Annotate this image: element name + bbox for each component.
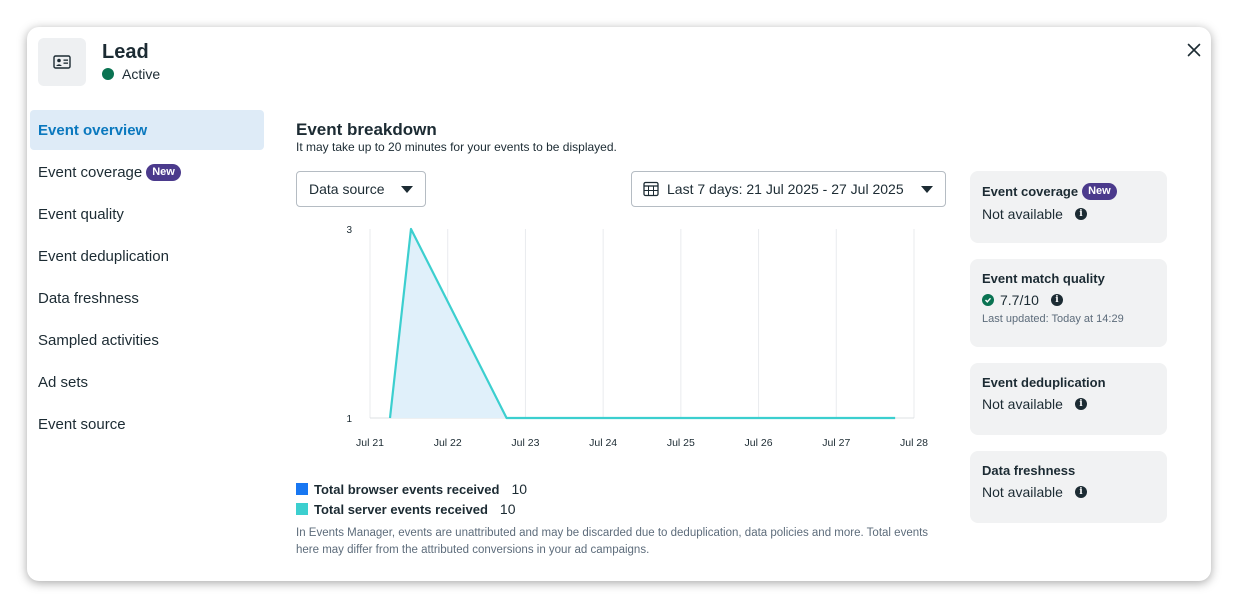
info-icon[interactable]: i [1074,208,1087,220]
legend-label: Total server events received [314,501,488,517]
event-match-quality-card: Event match quality 7.7/10 i Last update… [970,259,1167,347]
event-deduplication-card: Event deduplication Not available i [970,363,1167,435]
x-tick-label: Jul 21 [356,437,384,449]
sidebar-item-label: Event overview [38,121,148,139]
chart-legend: Total browser events received 10 Total s… [296,479,527,519]
sidebar-item-label: Data freshness [38,289,139,307]
sidebar-item-event-source[interactable]: Event source [30,404,264,444]
sidebar-item-event-quality[interactable]: Event quality [30,194,264,234]
info-icon[interactable]: i [1074,398,1087,410]
x-tick-label: Jul 23 [511,437,539,449]
sidebar-item-label: Sampled activities [38,331,159,349]
section-title: Event breakdown [296,120,437,139]
sidebar-item-sampled-activities[interactable]: Sampled activities [30,320,264,360]
sidebar-item-label: Ad sets [38,373,89,391]
status-dot-icon [102,68,114,80]
event-coverage-card: Event coverage New Not available i [970,171,1167,243]
sidebar-item-label: Event quality [38,205,124,223]
y-tick-label: 1 [346,414,352,425]
info-icon[interactable]: i [1074,486,1087,498]
sidebar-item-label: Event source [38,415,126,433]
legend-label: Total browser events received [314,481,500,497]
id-card-icon [38,38,86,86]
series-line [388,227,896,420]
card-value-text: Not available [982,396,1063,412]
sidebar-nav: Event overview Event coverage New Event … [30,110,264,446]
data-freshness-card: Data freshness Not available i [970,451,1167,523]
sidebar-item-ad-sets[interactable]: Ad sets [30,362,264,402]
data-source-dropdown[interactable]: Data source [296,171,426,207]
section-subtitle: It may take up to 20 minutes for your ev… [296,140,617,154]
new-badge: New [1082,183,1117,200]
legend-item: Total server events received 10 [296,499,527,519]
sidebar-item-event-deduplication[interactable]: Event deduplication [30,236,264,276]
card-value-text: Not available [982,484,1063,500]
card-value: Not available i [982,484,1155,500]
card-value: Not available i [982,396,1155,412]
legend-value: 10 [499,501,516,517]
x-tick-label: Jul 26 [745,437,773,449]
status-label: Active [122,66,161,82]
sidebar-item-event-overview[interactable]: Event overview [30,110,264,150]
event-details-dialog: Lead Active Event overview Event coverag… [27,27,1211,581]
x-tick-label: Jul 25 [667,437,695,449]
card-value: Not available i [982,206,1155,222]
card-title: Data freshness [982,463,1076,478]
close-icon[interactable] [1185,41,1203,59]
calendar-icon [643,181,659,197]
date-range-dropdown[interactable]: Last 7 days: 21 Jul 2025 - 27 Jul 2025 [631,171,946,207]
disclaimer-note: In Events Manager, events are unattribut… [296,527,929,556]
card-title: Event deduplication [982,375,1106,390]
card-title: Event coverage New [982,183,1155,200]
status-indicator: Active [102,66,160,82]
card-title: Event match quality [982,271,1105,286]
sidebar-item-event-coverage[interactable]: Event coverage New [30,152,264,192]
x-tick-label: Jul 24 [589,437,617,449]
legend-swatch-server [296,503,308,515]
legend-value: 10 [511,481,528,497]
legend-swatch-browser [296,483,308,495]
info-icon[interactable]: i [1050,294,1063,306]
date-range-label: Last 7 days: 21 Jul 2025 - 27 Jul 2025 [667,181,904,197]
series-area [390,229,896,418]
sidebar-item-data-freshness[interactable]: Data freshness [30,278,264,318]
check-circle-icon [982,294,994,306]
sidebar-item-label: Event deduplication [38,247,169,265]
x-tick-label: Jul 27 [822,437,850,449]
caret-down-icon [921,186,933,193]
y-tick-label: 3 [346,225,352,236]
card-value-text: 7.7/10 [1000,292,1039,308]
event-breakdown-chart: 3 1 Jul 21 Jul 22 Jul 23 Jul 24 Jul 25 Jul 26 Ju… [346,225,928,449]
sidebar-item-label: Event coverage [38,163,143,181]
card-title-text: Event coverage [982,184,1079,199]
x-tick-label: Jul 28 [900,437,928,449]
new-badge: New [146,163,181,181]
legend-item: Total browser events received 10 [296,479,527,499]
card-value-text: Not available [982,206,1063,222]
data-source-label: Data source [309,181,385,197]
caret-down-icon [401,186,413,193]
x-tick-label: Jul 22 [434,437,462,449]
last-updated-text: Last updated: Today at 14:29 [982,313,1124,325]
event-title: Lead [102,41,149,63]
card-value: 7.7/10 i [982,292,1155,308]
